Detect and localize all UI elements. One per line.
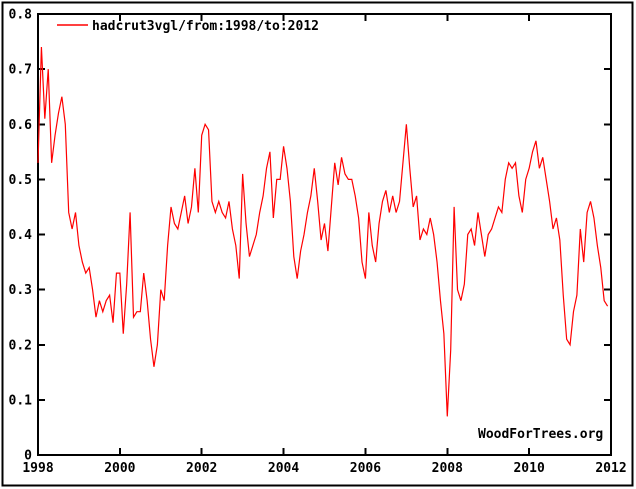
y-axis-tick-label: 0.7 <box>9 63 32 78</box>
watermark-woodfortrees: WoodForTrees.org <box>478 427 603 442</box>
y-axis-tick-label: 0.6 <box>9 118 33 133</box>
x-axis-tick-label: 2002 <box>186 461 217 476</box>
x-axis-tick-label: 2010 <box>513 461 544 476</box>
axis-tick-labels: 1998 2000 2002 2004 2006 2008 2010 2012 0.8 0.7 0.… <box>9 8 627 477</box>
temperature-series-line <box>37 47 609 417</box>
y-axis-tick-label: 0.4 <box>9 228 33 243</box>
legend-series-label: hadcrut3vgl/from:1998/to:2012 <box>92 19 319 34</box>
x-axis-tick-label: 1998 <box>22 461 53 476</box>
y-axis-tick-label: 0 <box>24 449 32 464</box>
y-axis-tick-label: 0.3 <box>9 283 32 298</box>
legend: hadcrut3vgl/from:1998/to:2012 <box>57 19 319 34</box>
y-axis-tick-label: 0.5 <box>9 173 32 188</box>
x-axis-tick-label: 2000 <box>104 461 135 476</box>
y-axis-tick-label: 0.8 <box>9 8 33 23</box>
x-axis-tick-label: 2012 <box>595 461 626 476</box>
y-axis-tick-label: 0.1 <box>9 393 33 408</box>
x-axis-tick-label: 2004 <box>268 461 299 476</box>
x-axis-tick-label: 2008 <box>432 461 463 476</box>
y-axis-tick-label: 0.2 <box>9 338 32 353</box>
x-axis-tick-label: 2006 <box>350 461 381 476</box>
